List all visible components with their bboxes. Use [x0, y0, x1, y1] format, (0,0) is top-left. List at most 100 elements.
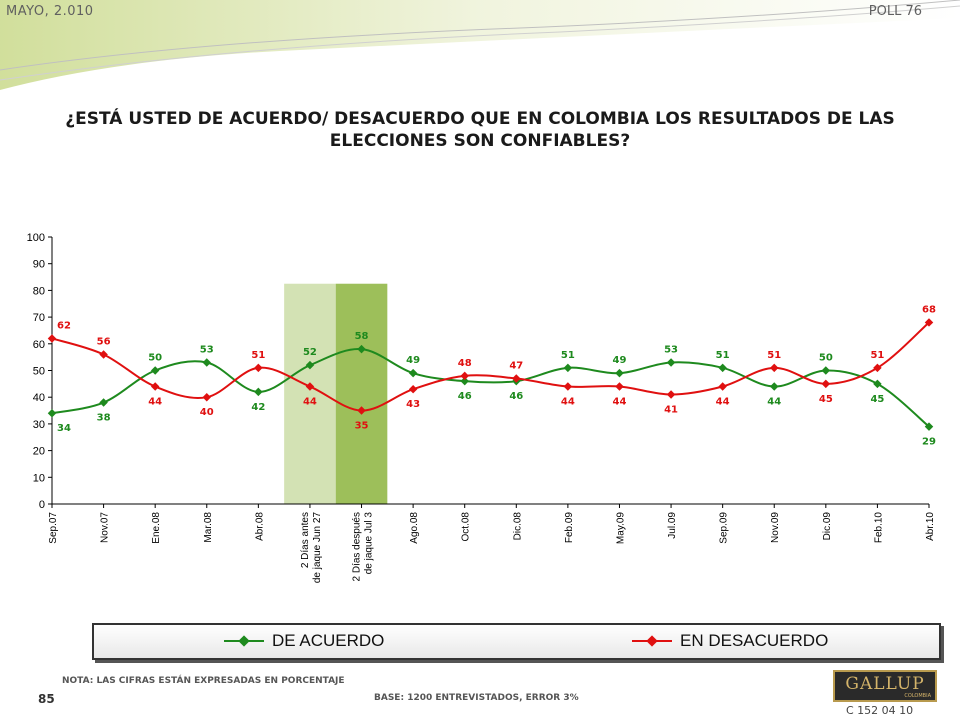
logo-subtext: COLOMBIA [904, 693, 931, 699]
series-1-label-16: 51 [870, 350, 884, 361]
x-tick-label-8: Oct.08 [461, 512, 472, 542]
series-0-label-5: 52 [303, 347, 317, 358]
y-tick-label-40: 40 [33, 392, 45, 404]
series-1-point-2 [150, 382, 160, 391]
x-tick-label-14: Nov.09 [770, 512, 781, 543]
series-0-label-15: 50 [819, 353, 833, 364]
series-0-label-16: 45 [870, 394, 884, 405]
series-1-point-3 [202, 392, 212, 402]
series-1-label-0: 62 [57, 320, 71, 331]
title-line-2: ELECCIONES SON CONFIABLES? [329, 131, 631, 151]
x-tick-label-2: Ene.08 [151, 512, 162, 544]
y-tick-label-100: 100 [27, 232, 45, 244]
series-0-label-17: 29 [922, 437, 936, 448]
y-tick-label-90: 90 [33, 259, 45, 271]
y-tick-label-70: 70 [33, 312, 45, 324]
series-1-point-15 [821, 379, 831, 389]
x-tick-label-12: Jul.09 [667, 512, 678, 539]
series-0-point-13 [718, 363, 727, 373]
x-tick-label-1: Nov.07 [100, 512, 111, 543]
series-0-label-13: 51 [716, 350, 730, 361]
series-0-label-0: 34 [57, 423, 71, 434]
series-1-label-7: 43 [406, 399, 420, 410]
series-0-point-14 [769, 382, 779, 391]
gallup-logo: GALLUP COLOMBIA [833, 670, 937, 702]
series-1-label-13: 44 [716, 397, 730, 408]
x-tick-label-9: Dic.08 [512, 512, 523, 541]
x-tick-label-15: Dic.09 [822, 512, 833, 541]
x-tick-label-4: Abr.08 [254, 512, 265, 541]
series-0-point-7 [408, 368, 418, 378]
date-label: MAYO, 2.010 [6, 4, 94, 19]
page-number: 85 [38, 692, 55, 706]
series-1-label-5: 44 [303, 397, 317, 408]
y-tick-label-0: 0 [39, 499, 45, 511]
x-tick-label-17: Abr.10 [925, 512, 936, 541]
series-0-point-1 [99, 398, 108, 407]
x-tick-label-7: Ago.08 [409, 512, 420, 544]
y-tick-label-10: 10 [33, 472, 45, 484]
series-1-point-10 [563, 382, 573, 391]
series-0-label-6: 58 [355, 331, 369, 342]
series-0-label-8: 46 [458, 391, 472, 402]
legend-marker-desacuerdo [632, 635, 672, 647]
series-1-point-7 [408, 384, 418, 394]
series-0-label-10: 51 [561, 350, 575, 361]
y-tick-label-80: 80 [33, 285, 45, 297]
series-0-point-11 [615, 368, 624, 378]
series-1-point-17 [924, 318, 934, 327]
series-1-label-14: 51 [767, 350, 781, 361]
highlight-band-0 [284, 283, 336, 504]
x-tick-label-10: Feb.09 [564, 512, 575, 544]
series-0-point-12 [666, 358, 676, 367]
series-line-1 [51, 321, 930, 412]
series-1-label-6: 35 [355, 421, 369, 432]
x-tick-label-5: 2 Días antesde jaque Jun 27 [300, 512, 323, 584]
series-1-point-6 [357, 406, 366, 415]
series-1-label-10: 44 [561, 397, 575, 408]
series-1-label-2: 44 [148, 397, 162, 408]
x-tick-label-13: Sep.09 [719, 512, 730, 544]
series-1-point-4 [254, 363, 263, 373]
series-0-point-8 [460, 376, 469, 386]
series-1-point-8 [460, 371, 469, 381]
logo-text: GALLUP [845, 674, 925, 694]
y-tick-label-50: 50 [33, 366, 45, 378]
series-0-label-14: 44 [767, 397, 781, 408]
legend-marker-acuerdo [224, 635, 264, 647]
series-0-point-16 [873, 379, 882, 389]
series-1-point-1 [99, 350, 108, 359]
x-tick-label-6: 2 Días despuésde jaque Jul 3 [352, 512, 375, 582]
series-0-label-4: 42 [251, 402, 265, 413]
series-0-point-4 [254, 387, 263, 397]
series-1-point-12 [666, 390, 676, 399]
series-1-point-14 [769, 363, 779, 373]
document-code: C 152 04 10 [846, 704, 914, 717]
series-0-label-3: 53 [200, 344, 214, 355]
series-0-label-12: 53 [664, 344, 678, 355]
highlight-band-1 [335, 283, 388, 504]
series-1-point-11 [615, 382, 624, 391]
series-0-label-2: 50 [148, 353, 162, 364]
series-1-point-13 [718, 382, 727, 391]
series-1-label-17: 68 [922, 304, 936, 315]
series-1-point-0 [47, 334, 57, 343]
series-0-label-7: 49 [406, 355, 420, 366]
x-tick-label-11: May.09 [615, 512, 626, 544]
series-1-label-9: 47 [509, 361, 523, 372]
series-0-label-9: 46 [509, 391, 523, 402]
page-title: ¿ESTÁ USTED DE ACUERDO/ DESACUERDO QUE E… [0, 108, 960, 152]
y-tick-label-20: 20 [33, 446, 45, 458]
series-0-point-2 [150, 366, 160, 375]
series-1-label-15: 45 [819, 394, 833, 405]
note-text: NOTA: LAS CIFRAS ESTÁN EXPRESADAS EN POR… [62, 676, 345, 686]
y-tick-label-60: 60 [33, 339, 45, 351]
series-1-label-11: 44 [613, 397, 627, 408]
series-1-label-8: 48 [458, 358, 472, 369]
series-0-point-5 [305, 360, 315, 370]
base-text: BASE: 1200 ENTREVISTADOS, ERROR 3% [374, 693, 579, 703]
series-1-label-12: 41 [664, 405, 678, 416]
x-tick-label-0: Sep.07 [48, 512, 59, 544]
